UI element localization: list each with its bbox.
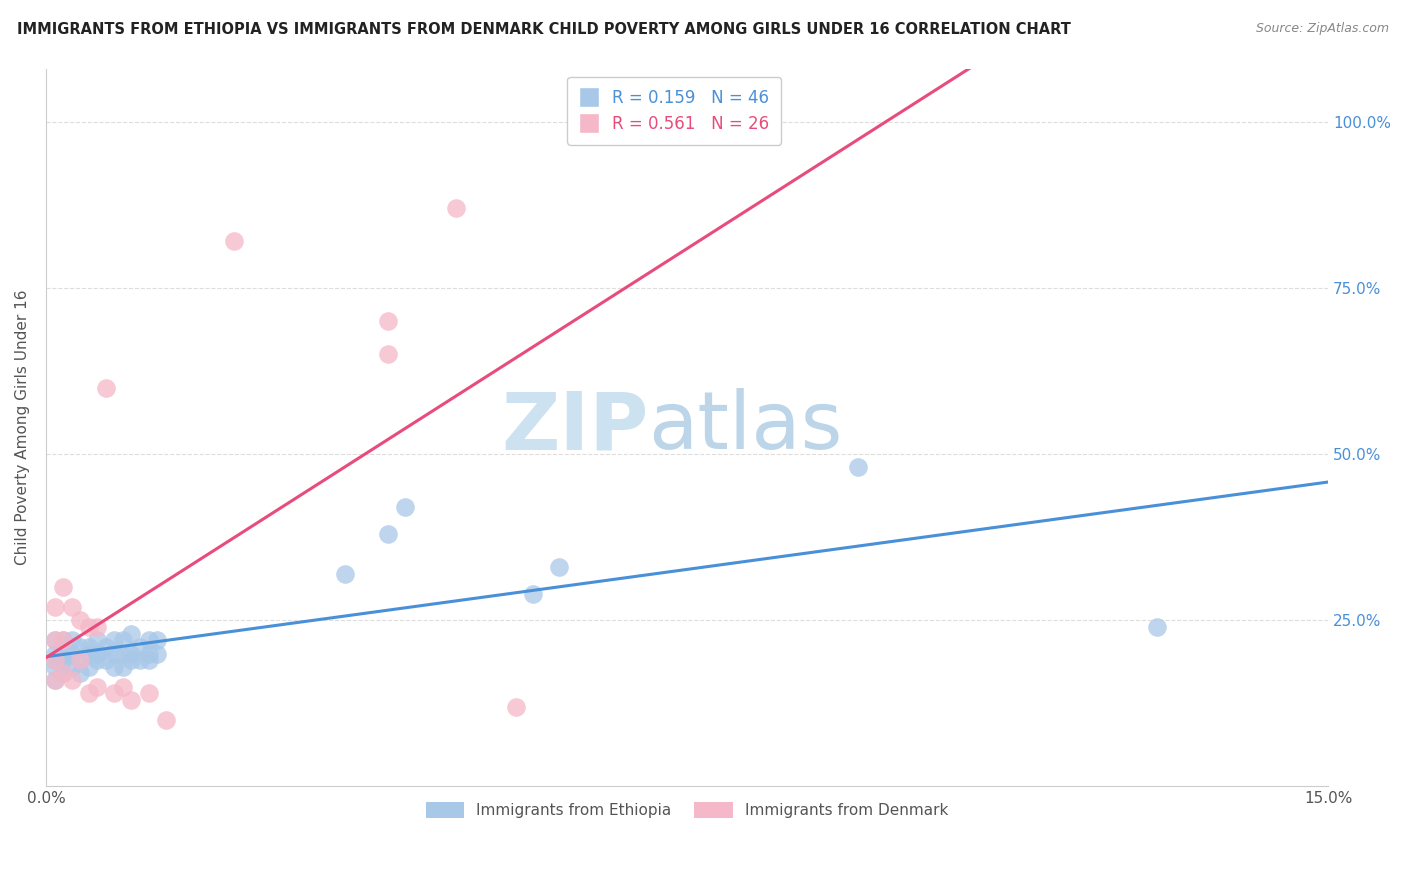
Point xyxy=(103,660,125,674)
Point xyxy=(94,653,117,667)
Legend: Immigrants from Ethiopia, Immigrants from Denmark: Immigrants from Ethiopia, Immigrants fro… xyxy=(418,794,956,825)
Point xyxy=(138,653,160,667)
Point xyxy=(86,633,108,648)
Y-axis label: Child Poverty Among Girls Under 16: Child Poverty Among Girls Under 16 xyxy=(15,290,30,566)
Point xyxy=(69,640,91,654)
Point xyxy=(60,673,83,687)
Point xyxy=(77,660,100,674)
Text: ZIP: ZIP xyxy=(502,389,648,467)
Point xyxy=(155,713,177,727)
Point xyxy=(44,633,66,648)
Point xyxy=(146,633,169,648)
Point xyxy=(146,647,169,661)
Point xyxy=(77,620,100,634)
Point xyxy=(129,640,152,654)
Text: atlas: atlas xyxy=(648,389,844,467)
Point xyxy=(138,647,160,661)
Point xyxy=(60,647,83,661)
Point xyxy=(111,660,134,674)
Point xyxy=(44,633,66,648)
Point xyxy=(69,653,91,667)
Point xyxy=(44,599,66,614)
Text: IMMIGRANTS FROM ETHIOPIA VS IMMIGRANTS FROM DENMARK CHILD POVERTY AMONG GIRLS UN: IMMIGRANTS FROM ETHIOPIA VS IMMIGRANTS F… xyxy=(17,22,1071,37)
Point xyxy=(333,566,356,581)
Point xyxy=(86,680,108,694)
Point xyxy=(60,599,83,614)
Point xyxy=(52,666,75,681)
Point xyxy=(120,693,142,707)
Point xyxy=(69,653,91,667)
Point xyxy=(94,640,117,654)
Point xyxy=(394,500,416,515)
Point xyxy=(44,673,66,687)
Point xyxy=(377,347,399,361)
Point xyxy=(111,633,134,648)
Point xyxy=(446,201,468,215)
Point xyxy=(94,381,117,395)
Point xyxy=(103,647,125,661)
Point xyxy=(86,620,108,634)
Point xyxy=(77,640,100,654)
Point xyxy=(52,633,75,648)
Point xyxy=(111,647,134,661)
Point xyxy=(103,633,125,648)
Point xyxy=(69,666,91,681)
Point xyxy=(505,699,527,714)
Point xyxy=(69,613,91,627)
Point xyxy=(44,647,66,661)
Point xyxy=(129,653,152,667)
Point xyxy=(103,686,125,700)
Point xyxy=(44,660,66,674)
Point xyxy=(60,660,83,674)
Point xyxy=(52,580,75,594)
Point xyxy=(377,526,399,541)
Point xyxy=(52,633,75,648)
Point xyxy=(52,647,75,661)
Point xyxy=(60,633,83,648)
Text: Source: ZipAtlas.com: Source: ZipAtlas.com xyxy=(1256,22,1389,36)
Point xyxy=(138,633,160,648)
Point xyxy=(86,647,108,661)
Point xyxy=(522,587,544,601)
Point xyxy=(120,626,142,640)
Point xyxy=(111,680,134,694)
Point xyxy=(120,647,142,661)
Point xyxy=(120,653,142,667)
Point xyxy=(52,653,75,667)
Point xyxy=(377,314,399,328)
Point xyxy=(846,460,869,475)
Point xyxy=(44,653,66,667)
Point xyxy=(44,653,66,667)
Point xyxy=(138,686,160,700)
Point xyxy=(77,647,100,661)
Point xyxy=(44,673,66,687)
Point xyxy=(77,686,100,700)
Point xyxy=(547,560,569,574)
Point xyxy=(52,666,75,681)
Point xyxy=(222,235,245,249)
Point xyxy=(86,653,108,667)
Point xyxy=(1146,620,1168,634)
